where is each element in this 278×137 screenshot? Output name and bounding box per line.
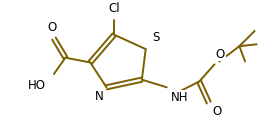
Text: S: S bbox=[152, 31, 160, 44]
Text: O: O bbox=[215, 48, 225, 61]
Text: HO: HO bbox=[28, 79, 46, 92]
Text: N: N bbox=[95, 90, 104, 103]
Text: NH: NH bbox=[170, 91, 188, 104]
Text: Cl: Cl bbox=[108, 2, 120, 15]
Text: O: O bbox=[213, 105, 222, 118]
Text: O: O bbox=[48, 21, 57, 34]
